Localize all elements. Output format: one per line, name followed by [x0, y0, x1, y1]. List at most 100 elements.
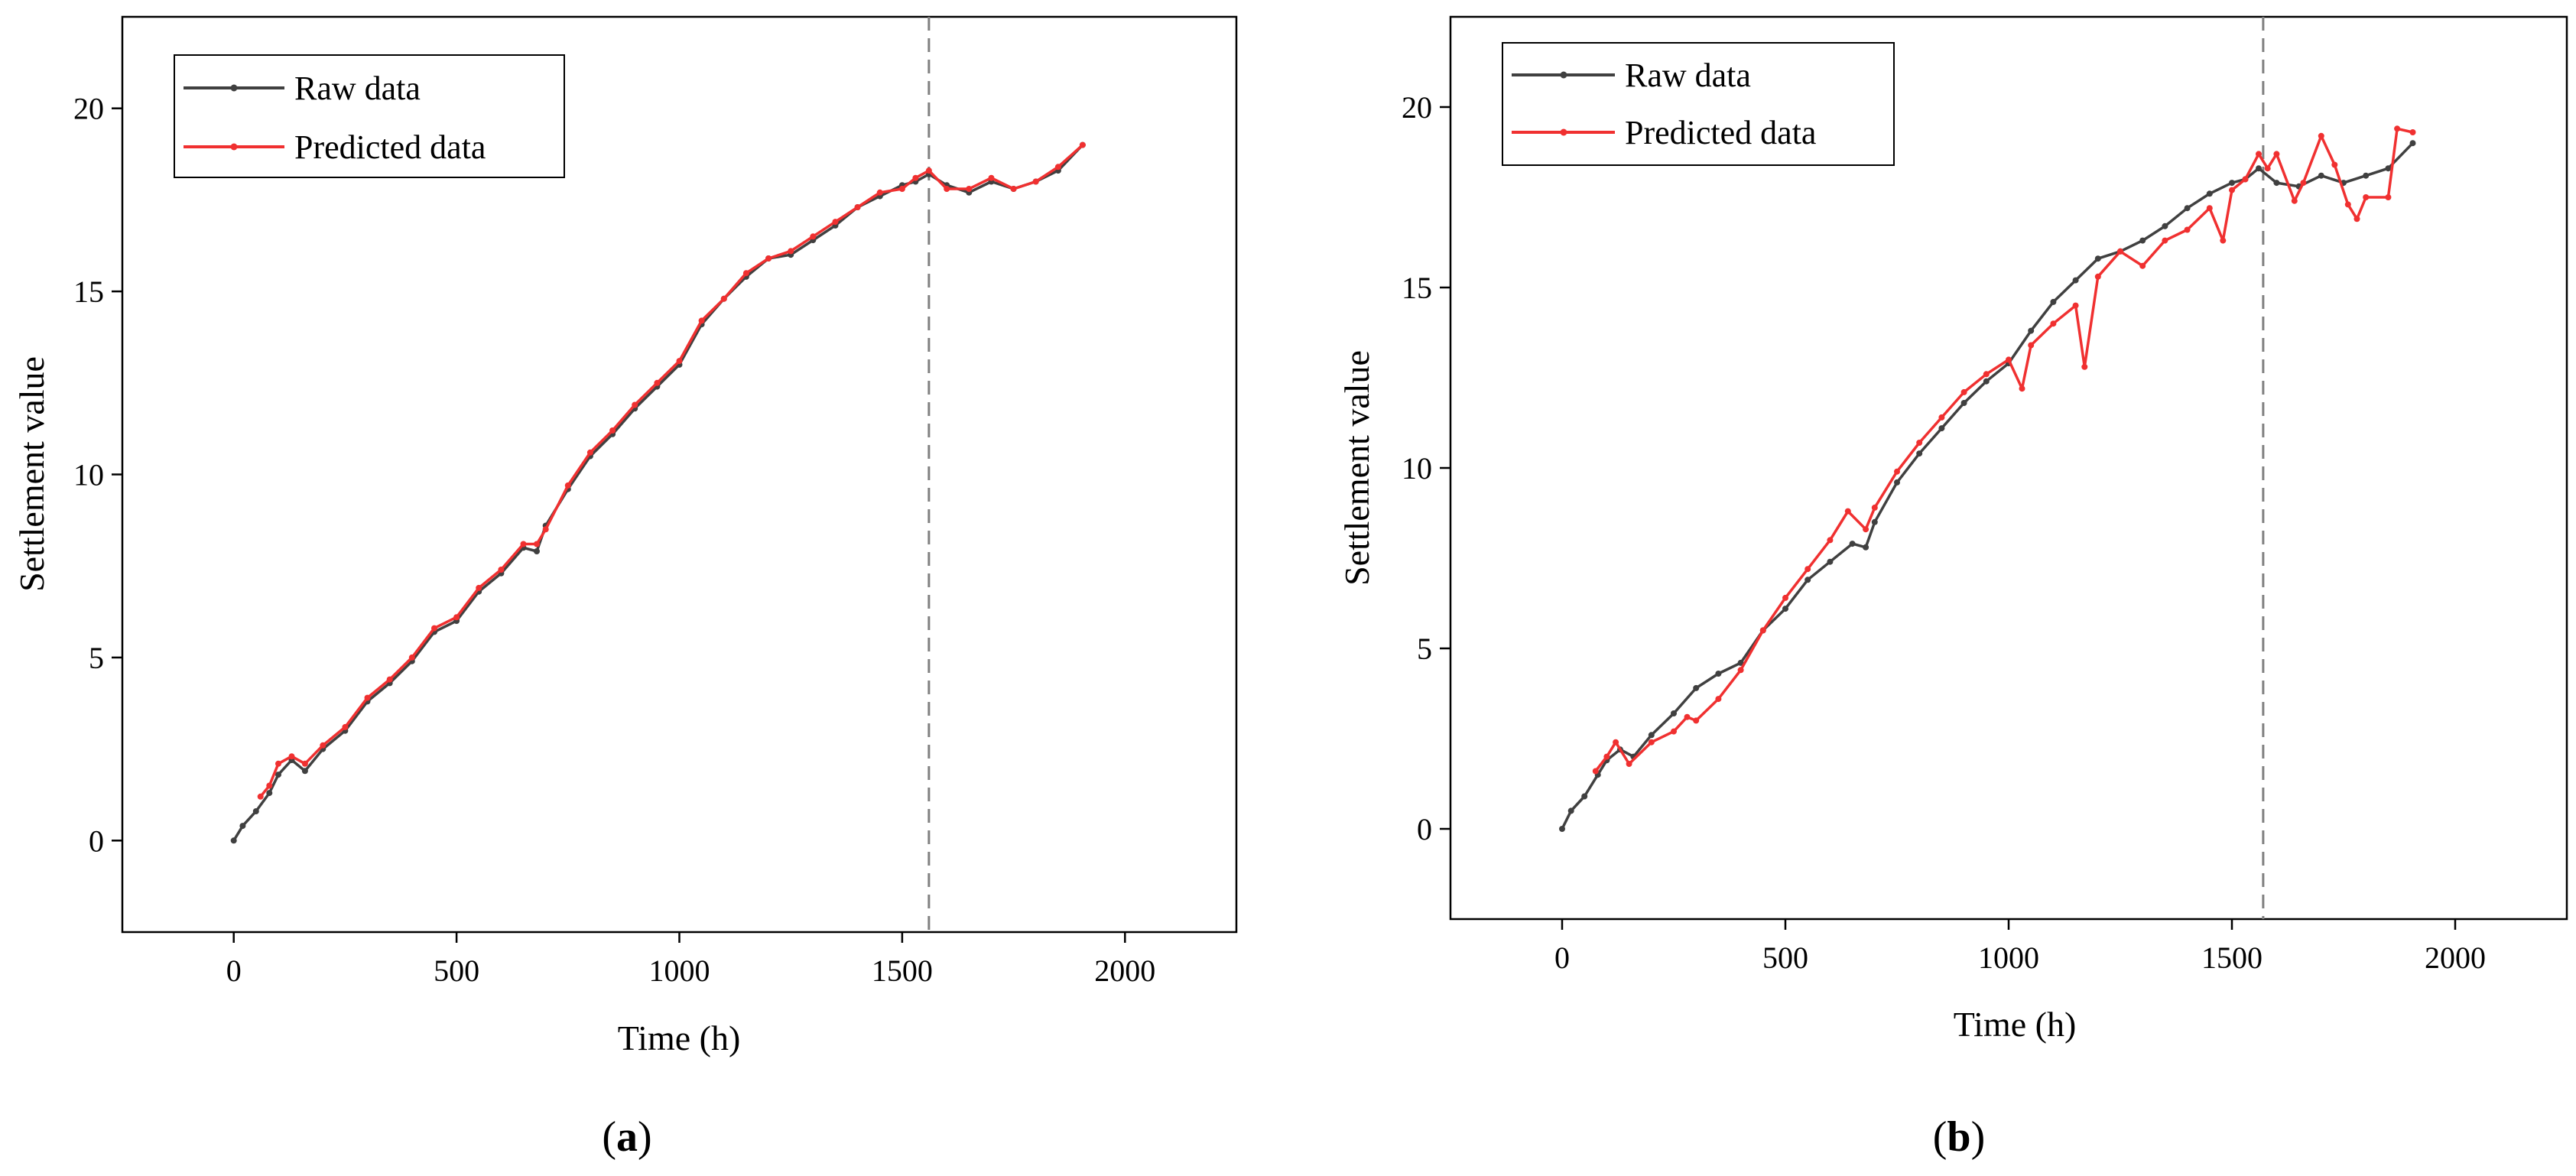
x-tick-label: 1000: [649, 953, 710, 988]
x-tick-label: 500: [1762, 940, 1808, 975]
data-point-predicted-data: [1894, 468, 1900, 475]
data-point-predicted-data: [876, 189, 883, 196]
y-tick-label: 5: [89, 641, 104, 675]
data-point-raw-data: [2409, 140, 2416, 147]
data-point-predicted-data: [2394, 125, 2401, 132]
data-point-predicted-data: [2409, 129, 2416, 135]
data-point-predicted-data: [275, 760, 281, 767]
data-point-predicted-data: [2028, 342, 2035, 349]
data-point-predicted-data: [301, 760, 308, 767]
data-point-predicted-data: [1715, 696, 1722, 703]
data-point-predicted-data: [2006, 356, 2012, 363]
data-point-predicted-data: [453, 614, 460, 621]
y-tick-label: 0: [1417, 812, 1432, 846]
x-axis-title: Time (h): [618, 1018, 741, 1057]
chart-panel-b: 0 500 1000 1500 2000 0 5 10 15 20 Time (h) Settle…: [1337, 15, 2568, 1161]
chart-marks: [230, 17, 1086, 932]
x-tick-label: 2000: [2425, 940, 2486, 975]
chart-panel-a: 0 500 1000 1500 2000 0 5 10 15 20 Time (h) Settle…: [12, 15, 1238, 1161]
data-point-predicted-data: [2117, 248, 2123, 255]
data-point-raw-data: [2206, 190, 2213, 197]
y-tick-label: 20: [73, 92, 104, 126]
data-point-predicted-data: [2242, 176, 2249, 183]
data-point-predicted-data: [898, 186, 905, 192]
legend-label-predicted-data: Predicted data: [294, 128, 486, 166]
y-tick-label: 15: [1402, 271, 1432, 305]
legend-marker-predicted-data: [230, 143, 238, 151]
data-point-raw-data: [2028, 327, 2035, 334]
data-point-predicted-data: [1671, 728, 1677, 735]
data-point-predicted-data: [476, 584, 482, 591]
data-point-raw-data: [230, 837, 237, 844]
data-point-predicted-data: [586, 449, 593, 456]
legend-marker-predicted-data: [1560, 128, 1567, 136]
data-point-predicted-data: [2220, 237, 2227, 244]
data-point-predicted-data: [2318, 132, 2324, 139]
y-tick-label: 10: [1402, 451, 1432, 486]
y-tick-label: 5: [1417, 632, 1432, 666]
data-point-raw-data: [275, 772, 281, 778]
data-point-raw-data: [1567, 807, 1574, 814]
data-point-predicted-data: [1032, 178, 1039, 185]
data-point-predicted-data: [1648, 739, 1655, 746]
data-point-predicted-data: [2050, 320, 2057, 327]
x-tick-label: 1500: [2201, 940, 2263, 975]
data-point-raw-data: [1871, 518, 1878, 525]
x-tick-label: 500: [434, 953, 479, 988]
data-point-predicted-data: [266, 782, 273, 789]
data-point-raw-data: [1827, 558, 1834, 565]
data-point-predicted-data: [810, 233, 817, 240]
data-point-predicted-data: [632, 401, 638, 408]
x-axis-title: Time (h): [1954, 1005, 2077, 1044]
series-line-predicted-data: [1594, 127, 2413, 772]
data-point-raw-data: [2139, 237, 2146, 244]
data-point-predicted-data: [2273, 151, 2280, 158]
data-point-predicted-data: [2206, 205, 2213, 212]
y-axis-title: Settlement value: [12, 356, 51, 592]
data-point-predicted-data: [1626, 761, 1632, 767]
data-point-predicted-data: [2094, 273, 2101, 280]
data-point-predicted-data: [1737, 667, 1744, 674]
legend-box: [1502, 42, 1895, 166]
data-point-predicted-data: [2344, 201, 2351, 208]
legend-label-predicted-data: Predicted data: [1625, 114, 1816, 151]
data-point-predicted-data: [1693, 717, 1700, 724]
data-point-predicted-data: [2162, 237, 2168, 244]
data-point-raw-data: [1715, 671, 1722, 677]
legend-box: [174, 54, 565, 178]
data-point-predicted-data: [1782, 594, 1788, 601]
data-point-predicted-data: [498, 567, 505, 573]
data-point-predicted-data: [1827, 537, 1834, 544]
data-point-predicted-data: [2139, 262, 2146, 269]
panel-caption-b: (b): [1933, 1113, 1985, 1161]
data-point-predicted-data: [257, 793, 264, 800]
data-point-raw-data: [1916, 450, 1923, 457]
data-point-raw-data: [2256, 165, 2262, 172]
data-point-predicted-data: [1863, 526, 1869, 533]
data-point-raw-data: [252, 808, 259, 814]
data-point-predicted-data: [520, 541, 527, 547]
data-point-predicted-data: [1804, 566, 1811, 573]
data-point-raw-data: [2094, 255, 2101, 262]
data-point-raw-data: [2162, 223, 2168, 229]
data-point-predicted-data: [676, 358, 683, 365]
caption-paren-open: (: [1933, 1113, 1947, 1161]
data-point-predicted-data: [364, 694, 371, 701]
data-point-predicted-data: [2291, 197, 2298, 204]
data-point-raw-data: [2318, 172, 2324, 179]
data-point-predicted-data: [1759, 627, 1766, 634]
data-point-predicted-data: [386, 676, 393, 683]
data-point-raw-data: [2229, 180, 2235, 187]
data-point-predicted-data: [698, 317, 705, 324]
data-point-predicted-data: [854, 204, 861, 210]
data-point-raw-data: [1693, 684, 1700, 691]
data-point-predicted-data: [408, 654, 415, 661]
data-point-predicted-data: [2019, 385, 2025, 392]
data-point-raw-data: [1894, 479, 1900, 486]
caption-paren-close: ): [638, 1113, 652, 1161]
legend-marker-raw-data: [1560, 71, 1567, 79]
caption-paren-close: ): [1971, 1113, 1986, 1161]
data-point-predicted-data: [2363, 194, 2370, 200]
data-point-predicted-data: [1916, 440, 1923, 446]
